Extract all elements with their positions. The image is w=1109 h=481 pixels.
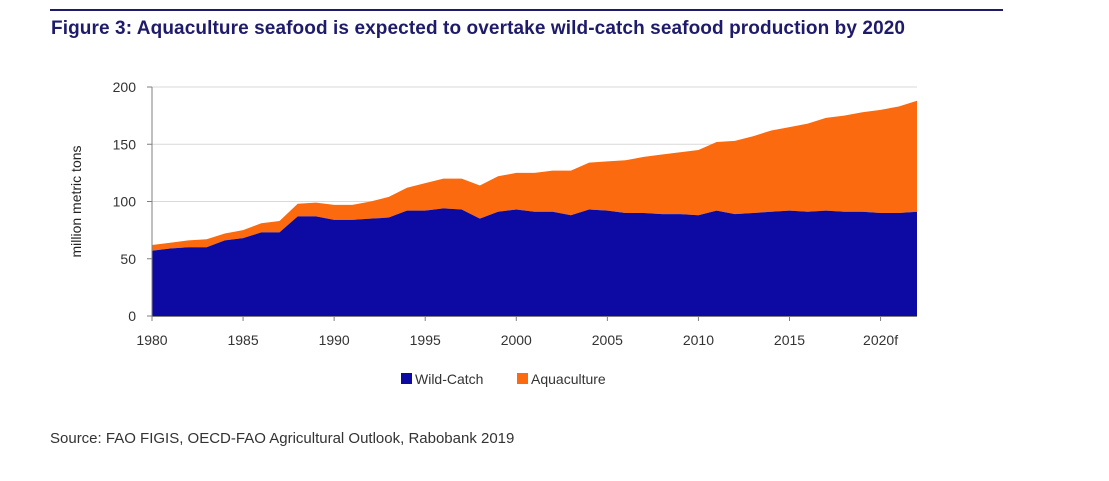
y-tick-label: 50 bbox=[120, 251, 136, 267]
y-tick-label: 150 bbox=[113, 136, 137, 152]
legend-swatch-aquaculture bbox=[517, 373, 528, 384]
x-tick-label: 1990 bbox=[319, 332, 350, 348]
x-tick-label: 1995 bbox=[410, 332, 441, 348]
x-tick-label: 2020f bbox=[863, 332, 898, 348]
tick-labels: 0 50 100 150 200 1980 1985 1990 1995 2000 2005 2010… bbox=[113, 79, 899, 348]
y-tick-label: 0 bbox=[128, 308, 136, 324]
top-rule bbox=[50, 9, 1003, 11]
x-tick-label: 2015 bbox=[774, 332, 805, 348]
legend: Wild-Catch Aquaculture bbox=[401, 371, 606, 387]
chart-areas bbox=[152, 100, 917, 316]
series-aquaculture-area bbox=[152, 100, 917, 251]
x-tick-label: 1980 bbox=[136, 332, 167, 348]
x-tick-label: 1985 bbox=[227, 332, 258, 348]
y-tick-label: 100 bbox=[113, 194, 137, 210]
x-tick-label: 2005 bbox=[592, 332, 623, 348]
chart-axes bbox=[147, 86, 917, 321]
y-axis-label: million metric tons bbox=[68, 145, 84, 257]
x-tick-label: 2010 bbox=[683, 332, 714, 348]
legend-swatch-wild-catch bbox=[401, 373, 412, 384]
legend-label-aquaculture: Aquaculture bbox=[531, 371, 606, 387]
series-wild-catch-area bbox=[152, 208, 917, 316]
figure-title: Figure 3: Aquaculture seafood is expecte… bbox=[51, 18, 906, 39]
legend-label-wild-catch: Wild-Catch bbox=[415, 371, 483, 387]
x-tick-label: 2000 bbox=[501, 332, 532, 348]
source-note: Source: FAO FIGIS, OECD-FAO Agricultural… bbox=[50, 430, 515, 447]
y-tick-label: 200 bbox=[113, 79, 137, 95]
